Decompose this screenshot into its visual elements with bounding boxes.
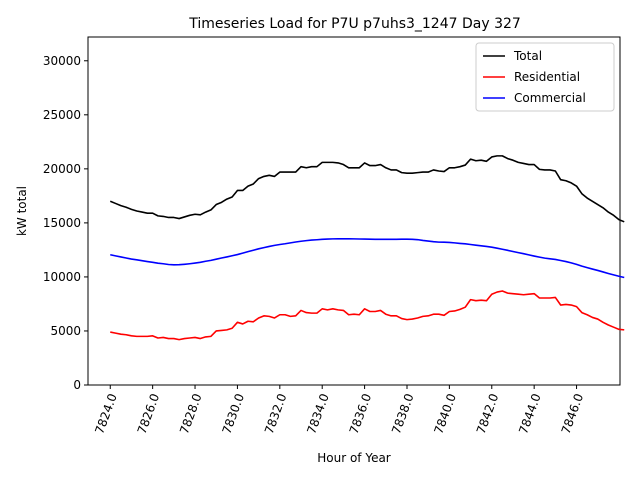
y-tick-label: 30000 [43, 54, 81, 68]
y-tick-label: 0 [73, 378, 81, 392]
y-tick-label: 10000 [43, 270, 81, 284]
y-tick-label: 20000 [43, 162, 81, 176]
y-axis-label: kW total [15, 186, 29, 236]
legend-label-total: Total [513, 49, 542, 63]
plot-frame [87, 36, 621, 386]
legend-label-residential: Residential [514, 70, 580, 84]
series-line-residential [110, 290, 625, 341]
series-lines [109, 155, 625, 341]
y-tick-label: 25000 [43, 108, 81, 122]
series-line-commercial [110, 237, 625, 279]
legend: Total Residential Commercial [475, 42, 615, 112]
y-tick-label: 15000 [43, 216, 81, 230]
plot-area [87, 36, 621, 386]
y-axis: 0 5000 10000 15000 20000 25000 30000 [43, 54, 88, 392]
legend-label-commercial: Commercial [514, 91, 586, 105]
chart-title: Timeseries Load for P7U p7uhs3_1247 Day … [188, 16, 521, 32]
y-tick-label: 5000 [50, 324, 81, 338]
legend-box [475, 42, 615, 112]
series-line-total [109, 155, 625, 223]
x-axis-label: Hour of Year [317, 451, 391, 465]
